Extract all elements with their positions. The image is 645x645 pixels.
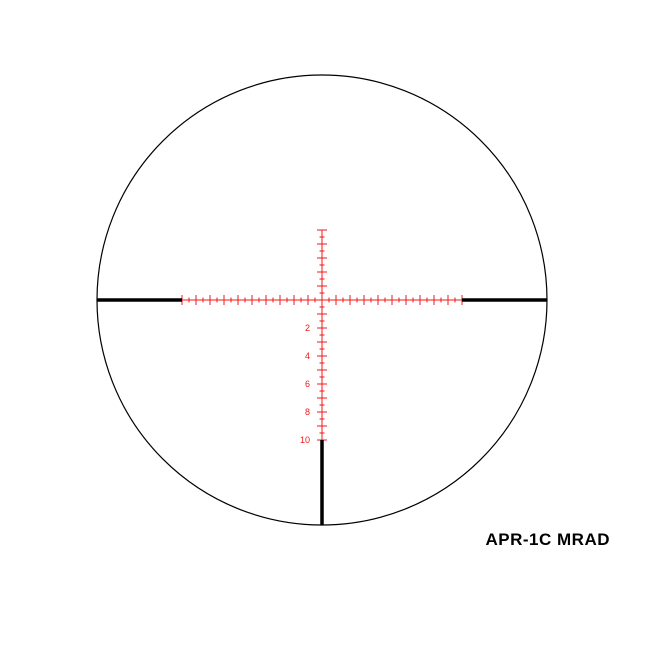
svg-text:10: 10: [300, 435, 310, 445]
svg-text:8: 8: [305, 407, 310, 417]
reticle-model-label: APR-1C MRAD: [486, 530, 611, 550]
svg-text:2: 2: [305, 323, 310, 333]
reticle-diagram: 2 4 6 8 10 APR-1C MRAD: [0, 0, 645, 645]
svg-text:4: 4: [305, 351, 310, 361]
svg-text:6: 6: [305, 379, 310, 389]
